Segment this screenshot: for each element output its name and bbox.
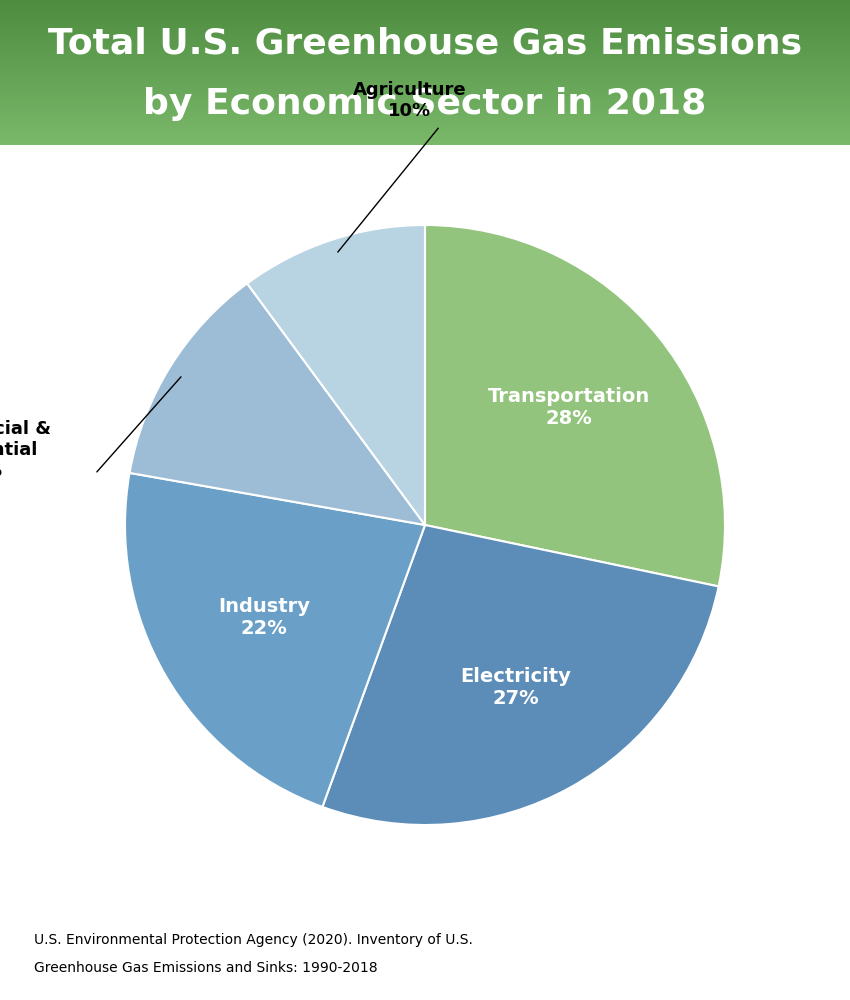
Text: by Economic Sector in 2018: by Economic Sector in 2018 (144, 87, 706, 121)
Text: Industry
22%: Industry 22% (218, 597, 310, 639)
Wedge shape (322, 525, 718, 825)
Text: Electricity
27%: Electricity 27% (460, 667, 571, 708)
Text: Total U.S. Greenhouse Gas Emissions: Total U.S. Greenhouse Gas Emissions (48, 26, 802, 60)
Text: Agriculture
10%: Agriculture 10% (354, 81, 467, 120)
Wedge shape (125, 473, 425, 807)
Text: U.S. Environmental Protection Agency (2020). Inventory of U.S.: U.S. Environmental Protection Agency (20… (34, 933, 473, 947)
Text: Greenhouse Gas Emissions and Sinks: 1990-2018: Greenhouse Gas Emissions and Sinks: 1990… (34, 961, 377, 975)
Wedge shape (247, 225, 425, 525)
Wedge shape (129, 283, 425, 525)
Wedge shape (425, 225, 725, 586)
Text: Transportation
28%: Transportation 28% (488, 387, 650, 428)
Text: Commercial &
Residential
12%: Commercial & Residential 12% (0, 420, 52, 480)
